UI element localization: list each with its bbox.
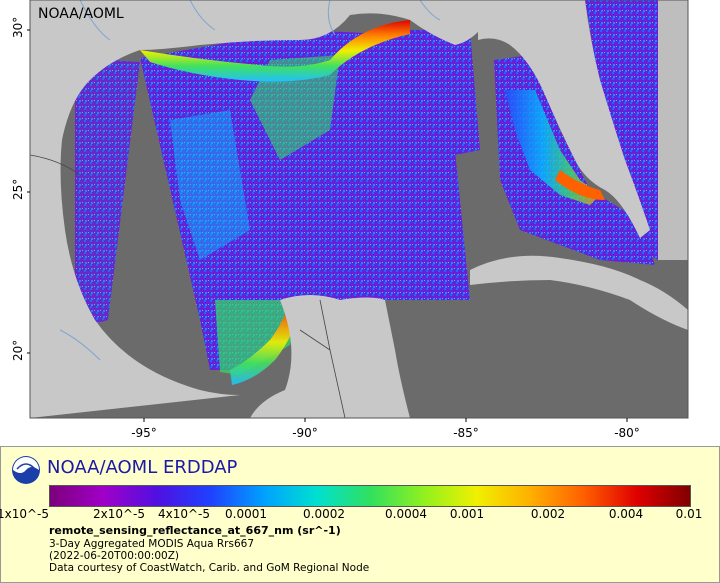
land-florida	[478, 0, 650, 238]
rivers	[59, 0, 441, 361]
data-credit: Data courtesy of CoastWatch, Carib. and …	[49, 562, 370, 574]
colorbar-tick-label: 0.0001	[225, 507, 267, 521]
land-atlantic-edge	[658, 0, 688, 260]
swath-yucatan-edge	[215, 300, 300, 375]
y-tick-label: 25°	[11, 179, 25, 200]
colorbar-tick-label: 0.004	[608, 507, 644, 521]
swath-central	[140, 30, 470, 370]
y-tick-label: 20°	[11, 340, 25, 361]
colorbar-tick-label: 1x10^-5	[0, 507, 50, 521]
legend-title: NOAA/AOML ERDDAP	[47, 457, 238, 478]
colorbar-tick-label: 4x10^-5	[157, 507, 211, 521]
swath-atlantic	[585, 0, 658, 260]
map-watermark: NOAA/AOML	[38, 6, 124, 22]
coastal-band-north	[140, 20, 410, 82]
coastal-band-florida-bay	[555, 170, 605, 200]
land-yucatan	[250, 295, 410, 418]
map-border	[29, 0, 689, 419]
swath-florida-coastal	[505, 90, 600, 205]
x-tick-label: -90°	[292, 426, 318, 440]
land-mexico-us	[30, 0, 585, 418]
colorbar	[49, 485, 691, 507]
map-data-area: NOAA/AOML	[29, 0, 689, 419]
x-tick-label: -95°	[131, 426, 157, 440]
map-canvas: NOAA/AOML 30° 25° 20° -95° -90° -85° -80…	[11, 0, 689, 440]
map-panel: NOAA/AOML 30° 25° 20° -95° -90° -85° -80…	[11, 0, 689, 440]
noaa-logo-icon	[12, 456, 40, 484]
swath-cyan-patch	[170, 110, 250, 260]
colorbar-tick-label: 0.002	[530, 507, 566, 521]
dataset-title: 3-Day Aggregated MODIS Aqua Rrs667	[49, 538, 255, 550]
land-cuba	[470, 255, 688, 330]
colorbar-tick-label: 0.01	[675, 507, 703, 521]
colorbar-tick-label: 0.0002	[303, 507, 345, 521]
x-axis: -95° -90° -85° -80°	[131, 418, 640, 440]
x-tick-label: -80°	[614, 426, 640, 440]
borders	[29, 154, 346, 419]
colorbar-tick-label: 2x10^-5	[92, 507, 146, 521]
swath-west	[75, 60, 140, 330]
x-tick-label: -85°	[453, 426, 479, 440]
y-tick-label: 30°	[11, 17, 25, 38]
colorbar-tick-label: 0.001	[449, 507, 485, 521]
swath-northeast	[400, 30, 480, 155]
colorbar-tick-labels: 1x10^-5 2x10^-5 4x10^-5 0.0001 0.0002 0.…	[0, 507, 720, 523]
y-axis: 30° 25° 20°	[11, 17, 30, 361]
legend-panel: NOAA/AOML ERDDAP 1x10^-5 2x10^-5 4x10^-5…	[0, 446, 720, 583]
variable-name: remote_sensing_reflectance_at_667_nm (sr…	[49, 524, 341, 537]
coastal-band-campeche	[230, 300, 300, 385]
colorbar-tick-label: 0.0004	[385, 507, 427, 521]
time-stamp: (2022-06-20T00:00:00Z)	[49, 550, 179, 562]
